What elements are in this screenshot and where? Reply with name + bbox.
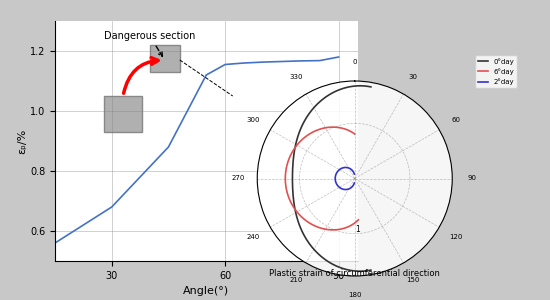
Legend: 0°day, 6°day, 2°day: 0°day, 6°day, 2°day — [475, 55, 517, 88]
2°day — [351, 172, 358, 176]
Line: 2°day: 2°day — [335, 167, 354, 190]
0°day — [312, 250, 319, 253]
0°day — [343, 85, 350, 89]
2°day — [351, 181, 358, 185]
6°day — [323, 227, 329, 231]
Bar — [104, 96, 142, 132]
0°day — [365, 269, 371, 272]
X-axis label: Angle(°): Angle(°) — [183, 286, 229, 296]
2°day — [350, 170, 356, 173]
2°day — [349, 168, 355, 172]
2°day — [332, 177, 338, 180]
0°day — [289, 177, 296, 181]
2°day — [350, 183, 356, 187]
6°day — [307, 222, 314, 226]
0°day — [367, 268, 374, 272]
2°day — [349, 184, 356, 188]
Line: 0°day: 0°day — [293, 86, 371, 271]
0°day — [355, 84, 361, 88]
Text: Dangerous section: Dangerous section — [104, 31, 196, 56]
0°day — [367, 85, 374, 89]
Bar — [150, 45, 180, 72]
6°day — [344, 128, 351, 132]
2°day — [339, 187, 345, 191]
0°day — [299, 230, 306, 234]
6°day — [349, 223, 356, 226]
Line: 6°day: 6°day — [285, 127, 359, 230]
FancyArrowPatch shape — [124, 58, 158, 93]
6°day — [282, 177, 289, 181]
Text: Plastic strain of circumferential direction: Plastic strain of circumferential direct… — [270, 269, 440, 278]
6°day — [338, 126, 345, 130]
0°day — [353, 269, 360, 273]
6°day — [355, 218, 362, 222]
Y-axis label: εₚ/%: εₚ/% — [17, 128, 27, 154]
6°day — [351, 132, 358, 136]
0°day — [346, 268, 353, 272]
2°day — [343, 188, 350, 191]
6°day — [346, 224, 353, 228]
